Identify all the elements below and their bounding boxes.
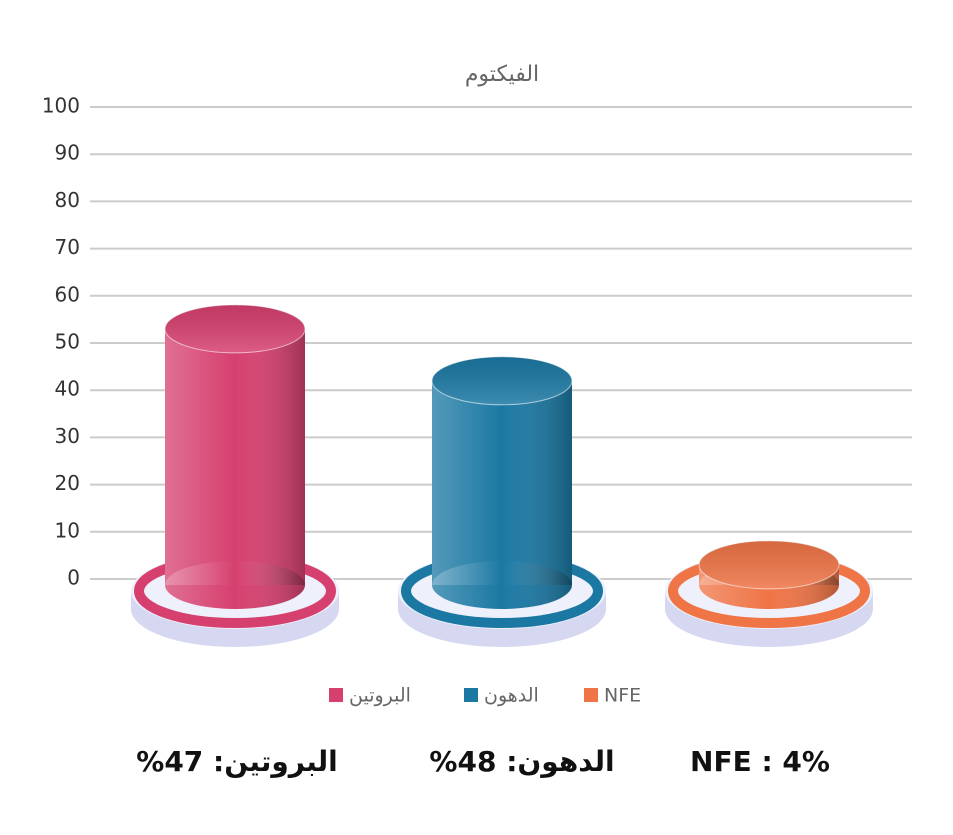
legend-swatch	[584, 688, 598, 702]
bar-shade	[432, 380, 572, 585]
annotation: NFE : 4%	[690, 745, 830, 778]
bar-shade	[165, 328, 305, 585]
y-tick-label: 70	[55, 235, 80, 259]
bar-top-shade	[432, 356, 572, 405]
legend-label: البروتين	[349, 685, 411, 707]
bar-bottom-shade	[432, 561, 572, 609]
y-tick-label: 90	[55, 141, 80, 165]
annotation: البروتين: 47%	[136, 745, 337, 778]
legend-swatch	[329, 688, 343, 702]
chart-title: الفيكتوم	[465, 62, 539, 87]
y-tick-label: 0	[67, 566, 80, 590]
y-tick-label: 50	[55, 330, 80, 354]
y-tick-label: 20	[55, 471, 80, 495]
bar-top-shade	[699, 540, 839, 589]
legend-label: الدهون	[484, 685, 539, 707]
y-tick-label: 60	[55, 282, 80, 306]
y-tick-label: 100	[42, 94, 80, 118]
y-tick-label: 10	[55, 518, 80, 542]
bar-bottom-shade	[165, 561, 305, 609]
bar-top-shade	[165, 304, 305, 353]
legend-label: NFE	[604, 685, 641, 707]
y-tick-label: 30	[55, 424, 80, 448]
y-tick-label: 40	[55, 377, 80, 401]
legend-swatch	[464, 688, 478, 702]
y-tick-label: 80	[55, 188, 80, 212]
annotation: الدهون: 48%	[429, 745, 614, 778]
